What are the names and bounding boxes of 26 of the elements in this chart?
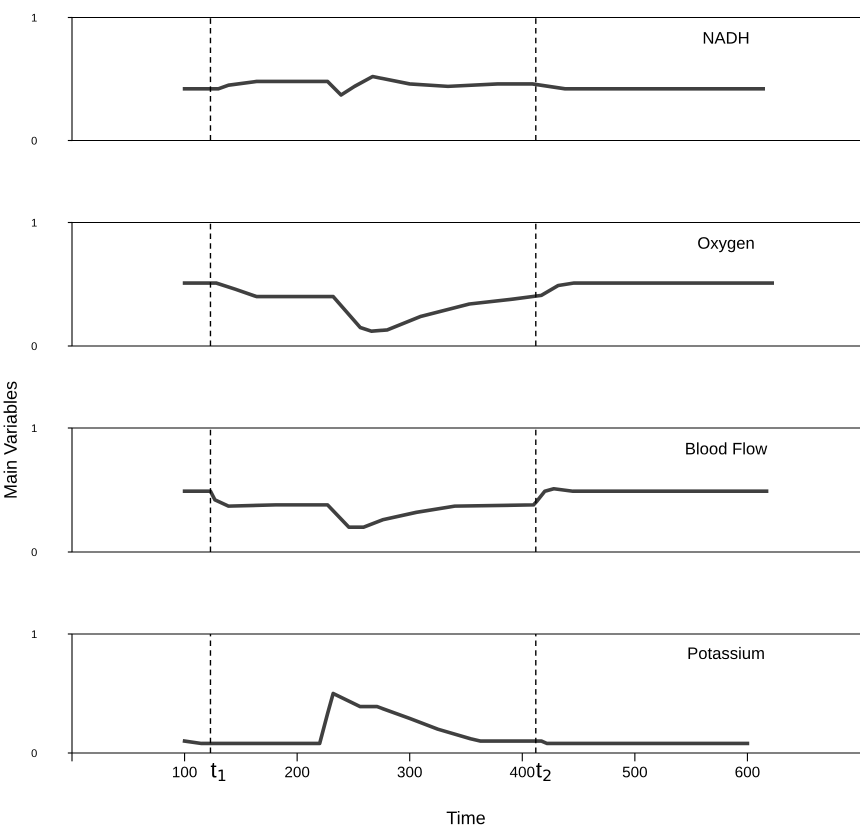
x-tick-label: 500 xyxy=(622,766,648,778)
x-tick-label: 600 xyxy=(735,766,760,778)
y-tick-label: 0 xyxy=(32,548,37,556)
line-series xyxy=(182,692,750,746)
x-tick-label: 100 xyxy=(172,766,197,778)
text: Blood Flow xyxy=(686,442,768,455)
y-tick-label: 1 xyxy=(32,630,37,638)
line-series xyxy=(182,281,774,333)
x-tick-label: 400 xyxy=(510,766,534,778)
text: Oxygen xyxy=(698,237,754,252)
x-tick-label: 200 xyxy=(285,766,310,778)
line-series xyxy=(182,486,768,530)
ref-line-label: t$_{1}$ xyxy=(210,762,226,782)
text: NADH xyxy=(704,32,748,44)
y-tick-label: 0 xyxy=(32,136,37,145)
y-tick-label: 1 xyxy=(32,218,37,227)
line-series xyxy=(182,74,765,97)
y-tick-label: 1 xyxy=(32,14,37,22)
x-tick-label: 300 xyxy=(398,766,422,778)
y-axis-title: Main Variables xyxy=(4,382,17,498)
y-tick-label: 0 xyxy=(32,342,37,350)
text: Potassium xyxy=(688,646,764,660)
y-tick-label: 1 xyxy=(32,424,37,432)
x-axis-title: Time xyxy=(446,810,485,824)
ref-line-label: t$_{2}$ xyxy=(536,762,551,782)
y-tick-label: 0 xyxy=(32,749,37,758)
